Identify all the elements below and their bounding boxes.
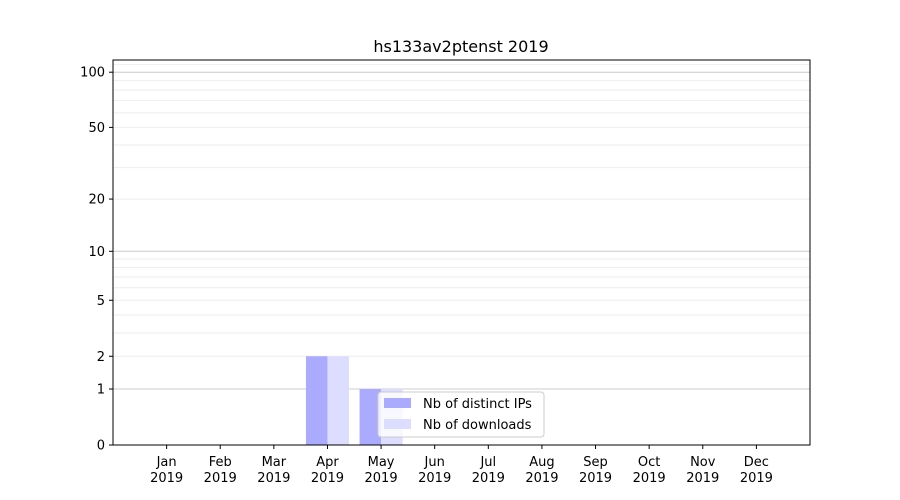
x-tick-label-year: 2019 <box>740 471 773 486</box>
legend-box <box>377 391 545 438</box>
legend-label: Nb of distinct IPs <box>423 397 532 412</box>
x-tick-label-month: Mar <box>262 455 287 470</box>
y-tick-label: 5 <box>97 294 105 309</box>
bar-distinct-ips <box>359 389 382 445</box>
bar-distinct-ips <box>305 356 328 445</box>
x-tick-label-month: Jul <box>479 455 496 470</box>
x-tick-label-year: 2019 <box>633 471 666 486</box>
x-tick-label-month: Sep <box>583 455 608 470</box>
y-tick-label: 2 <box>97 350 105 365</box>
x-tick-label-month: Jan <box>156 455 177 470</box>
x-tick-label-month: Feb <box>209 455 232 470</box>
x-tick-label-year: 2019 <box>311 471 344 486</box>
y-tick-label: 100 <box>80 66 105 81</box>
x-tick-label-year: 2019 <box>579 471 612 486</box>
x-tick-label-year: 2019 <box>686 471 719 486</box>
chart-title: hs133av2ptenst 2019 <box>373 37 548 56</box>
legend: Nb of distinct IPs Nb of downloads <box>377 391 545 438</box>
x-tick-label-month: Oct <box>638 455 660 470</box>
x-tick-label-year: 2019 <box>257 471 290 486</box>
y-tick-label: 1 <box>97 383 105 398</box>
legend-label: Nb of downloads <box>423 418 532 433</box>
legend-swatch <box>384 419 411 429</box>
bar-downloads <box>327 356 349 445</box>
y-tick-label: 0 <box>97 439 105 454</box>
x-tick-label-month: May <box>368 455 395 470</box>
x-tick-label-year: 2019 <box>150 471 183 486</box>
y-tick-label: 10 <box>88 245 105 260</box>
x-tick-label-month: Apr <box>316 455 339 470</box>
x-tick-label-month: Jun <box>424 455 445 470</box>
x-tick-label-year: 2019 <box>472 471 505 486</box>
x-tick-label-month: Nov <box>690 455 716 470</box>
y-tick-label: 50 <box>88 121 105 136</box>
legend-swatch <box>384 398 411 408</box>
x-tick-label-year: 2019 <box>365 471 398 486</box>
x-tick-label-year: 2019 <box>418 471 451 486</box>
x-tick-label-month: Dec <box>744 455 769 470</box>
x-tick-label-month: Aug <box>529 455 554 470</box>
x-tick-label-year: 2019 <box>525 471 558 486</box>
x-tick-label-year: 2019 <box>204 471 237 486</box>
y-tick-label: 20 <box>88 193 105 208</box>
plot-frame <box>112 59 811 446</box>
